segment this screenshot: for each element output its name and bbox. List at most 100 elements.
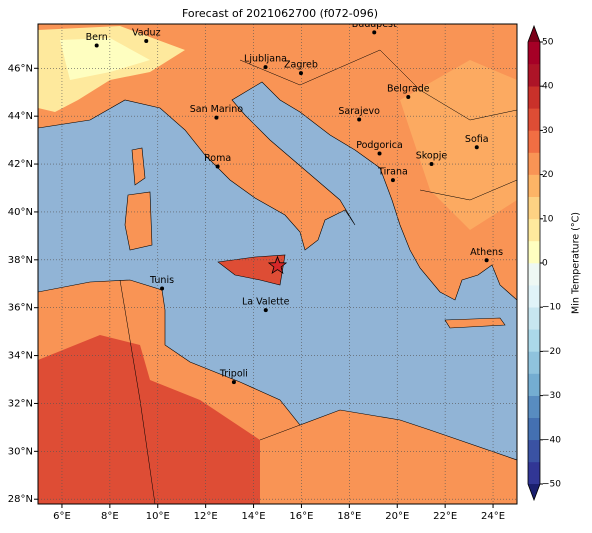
x-tick-label: 24°E [481, 511, 505, 522]
colorbar-band [528, 285, 540, 308]
y-tick-label: 46°N [8, 63, 33, 74]
colorbar-band [528, 461, 540, 485]
colorbar-tick-label: −20 [542, 347, 561, 357]
colorbar-band [528, 439, 540, 463]
colorbar-band [528, 240, 540, 264]
map-frame [37, 23, 518, 505]
colorbar-band [528, 307, 540, 330]
x-tick-label: 22°E [433, 511, 457, 522]
city-dot [263, 65, 268, 70]
city-label: Tunis [149, 275, 174, 286]
title: Forecast of 2021062700 (f072-096) [182, 7, 378, 20]
city-label: Budapest [352, 19, 397, 30]
colorbar-band [528, 108, 540, 131]
x-tick-label: 6°E [53, 511, 71, 522]
balkan-cool [400, 60, 517, 230]
colorbar-label: Min Temperature (°C) [571, 212, 582, 314]
x-tick-label: 18°E [337, 511, 361, 522]
city-label: Vaduz [132, 27, 161, 38]
colorbar-band [528, 218, 540, 242]
colorbar-band [528, 351, 540, 374]
colorbar-tick-label: 40 [542, 82, 554, 92]
colorbar-band [528, 64, 540, 87]
city-dot [214, 115, 219, 120]
city-dot [94, 43, 99, 48]
city-dot [474, 145, 479, 150]
colorbar-tick-label: −10 [542, 303, 561, 313]
alps-cold [60, 38, 150, 80]
colorbar-under [528, 484, 540, 500]
colorbar-tick-label: −50 [542, 480, 561, 490]
colorbar-tick-label: 30 [542, 126, 554, 136]
y-tick-label: 34°N [8, 351, 33, 362]
colorbar-band [528, 86, 540, 109]
colorbar-band [528, 263, 540, 286]
x-tick-label: 20°E [385, 511, 409, 522]
city-label: Ljubljana [244, 54, 287, 65]
colorbar-over [528, 26, 540, 42]
city-dot [231, 380, 236, 385]
y-tick-label: 28°N [8, 494, 33, 505]
x-tick-label: 10°E [146, 511, 170, 522]
colorbar-band [528, 417, 540, 441]
city-label: Belgrade [387, 84, 430, 95]
city-label: Athens [470, 247, 503, 258]
y-tick-label: 32°N [8, 398, 33, 409]
colorbar-band [528, 395, 540, 418]
x-tick-label: 12°E [194, 511, 218, 522]
sardinia [124, 191, 153, 251]
y-tick-label: 42°N [8, 159, 33, 170]
city-label: Tripoli [219, 369, 248, 380]
colorbar-band [528, 152, 540, 175]
colorbar-tick-label: 0 [542, 259, 548, 269]
city-dot [357, 117, 362, 122]
city-label: La Valette [242, 297, 290, 308]
city-dot [484, 258, 489, 263]
city-label: Bern [86, 32, 108, 43]
colorbar-tick-label: −30 [542, 391, 561, 401]
y-tick-label: 38°N [8, 255, 33, 266]
city-label: Zagreb [284, 60, 318, 71]
colorbar-tick-label: 50 [542, 38, 554, 48]
x-tick-label: 8°E [101, 511, 119, 522]
city-label: Sarajevo [338, 106, 380, 117]
colorbar-band [528, 130, 540, 153]
colorbar-tick-label: 20 [542, 170, 554, 180]
corsica [131, 147, 146, 186]
city-label: Tirana [377, 167, 408, 178]
event-marker [267, 255, 288, 275]
colorbar-band [528, 196, 540, 220]
city-label: Sofia [465, 134, 489, 145]
colorbar-tick-label: 10 [542, 214, 554, 224]
y-tick-label: 40°N [8, 207, 33, 218]
y-tick-label: 36°N [8, 303, 33, 314]
city-label: San Marino [190, 104, 243, 115]
city-dot [263, 308, 268, 313]
grid [38, 24, 517, 504]
x-tick-label: 14°E [242, 511, 266, 522]
city-dot [390, 178, 395, 183]
city-dot [406, 95, 411, 100]
city-dot [377, 151, 382, 156]
crete [444, 317, 506, 329]
borders [119, 49, 517, 504]
city-label: Roma [204, 153, 231, 164]
y-tick-label: 30°N [8, 446, 33, 457]
city-label: Skopje [416, 151, 448, 162]
x-tick-label: 16°E [289, 511, 313, 522]
colorbar-band [528, 329, 540, 352]
city-dot [429, 162, 434, 167]
colorbar-tick-label: −40 [542, 435, 561, 445]
city-label: Podgorica [356, 140, 403, 151]
city-dot [144, 38, 149, 43]
sicily [217, 254, 286, 286]
colorbar-band [528, 373, 540, 396]
city-dot [215, 164, 220, 169]
y-tick-label: 44°N [8, 111, 33, 122]
city-dot [298, 71, 303, 76]
colorbar-band [528, 174, 540, 197]
sahara-hot [38, 335, 260, 504]
colorbar-band [528, 42, 540, 65]
